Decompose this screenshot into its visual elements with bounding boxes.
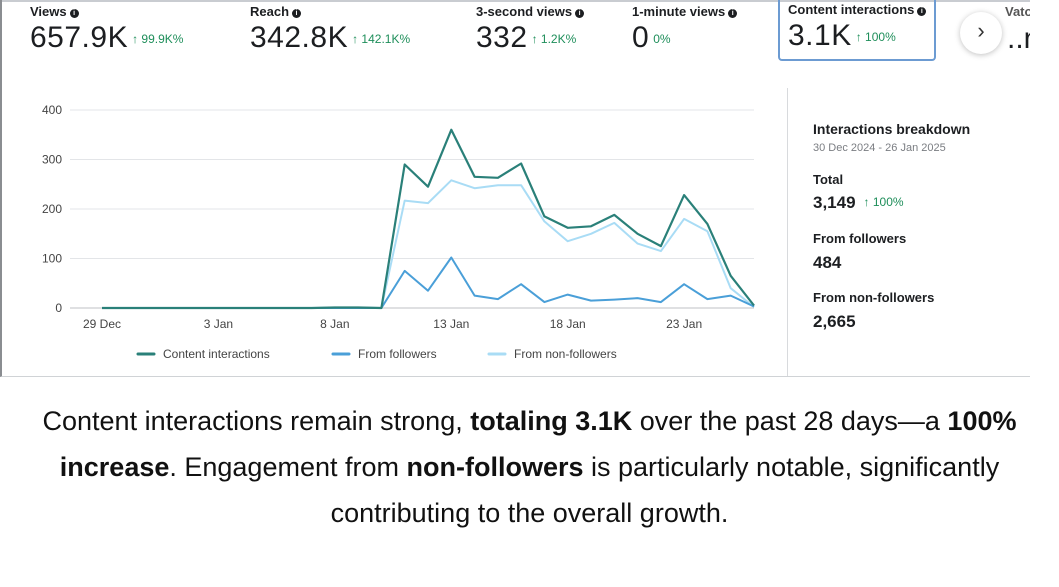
metric-change: 0% (653, 32, 671, 46)
chart-legend: Content interactions From followers From n… (136, 347, 617, 361)
breakdown-total-value: 3,149 (813, 193, 856, 212)
metric-value: 332 (476, 21, 528, 54)
metric-label: 3-second views (476, 4, 573, 19)
breakdown-total: 3,149 ↑ 100% (813, 193, 904, 213)
y-tick-label: 0 (55, 301, 62, 315)
caption-part: Content interactions remain strong, (42, 406, 471, 436)
breakdown-nonfollowers-value: 2,665 (813, 312, 856, 331)
metric-label: Content interactions (788, 2, 915, 17)
caption-bold: totaling 3.1K (470, 406, 633, 436)
metric-label: 1-minute views (632, 4, 726, 19)
x-tick-label: 13 Jan (433, 317, 469, 331)
x-tick-label: 8 Jan (320, 317, 349, 331)
chart-gridlines (70, 109, 754, 309)
interactions-breakdown: Interactions breakdown 30 Dec 2024 - 26 … (787, 88, 1030, 376)
x-tick-label: 3 Jan (204, 317, 233, 331)
metric-views[interactable]: Views i 657.9K ↑ 99.9K% (30, 0, 183, 55)
metric-label: Views (30, 4, 67, 19)
y-tick-label: 400 (42, 103, 62, 117)
caption-bold: non-followers (406, 452, 584, 482)
series-line-content-interactions (102, 128, 755, 310)
x-axis-ticks: 29 Dec 3 Jan 8 Jan 13 Jan 18 Jan 23 Jan (83, 317, 702, 331)
next-metrics-button[interactable]: › (960, 12, 1002, 54)
legend-label: From non-followers (514, 347, 617, 361)
metric-cut-off-label[interactable]: Vato (1005, 4, 1030, 19)
breakdown-nonfollowers-label: From non-followers (813, 290, 935, 305)
metric-change: ↑ 1.2K% (531, 32, 577, 46)
x-tick-label: 23 Jan (666, 317, 702, 331)
legend-label: From followers (358, 347, 437, 361)
breakdown-total-change: ↑ 100% (863, 195, 904, 209)
caption-part: . Engagement from (169, 452, 407, 482)
breakdown-date-range: 30 Dec 2024 - 26 Jan 2025 (813, 142, 946, 154)
caption-bold: 100% increase (59, 406, 1017, 482)
info-icon: i (292, 9, 302, 18)
legend-item[interactable]: From non-followers (487, 347, 617, 361)
legend-item[interactable]: From followers (331, 347, 437, 361)
info-icon: i (575, 9, 585, 18)
caption-text: Content interactions remain strong, tota… (0, 398, 1059, 536)
metric-cut-off-value: ..n (1007, 22, 1030, 55)
series-line-from-followers (102, 256, 755, 309)
info-icon: i (69, 9, 79, 18)
y-axis-ticks: 0 100 200 300 400 (42, 103, 62, 315)
x-tick-label: 18 Jan (550, 317, 586, 331)
metric-value: 657.9K (30, 21, 129, 54)
metric-change: ↑ 142.1K% (352, 32, 411, 46)
metric-3-second-views[interactable]: 3-second views i 332 ↑ 1.2K% (476, 0, 585, 55)
metric-value: 3.1K (788, 19, 852, 52)
y-tick-label: 100 (42, 252, 62, 266)
insights-panel: Views i 657.9K ↑ 99.9K% Reach i 342.8K ↑ 142… (0, 0, 1030, 377)
breakdown-followers-label: From followers (813, 231, 907, 246)
metric-change: ↑ 99.9K% (132, 32, 184, 46)
metric-value: 0 (632, 21, 650, 54)
metric-content-interactions[interactable]: Content interactions i 3.1K ↑ 100% (778, 0, 937, 61)
caption-part: over the past 28 days—a (632, 406, 948, 436)
metric-1-minute-views[interactable]: 1-minute views i 0 0% (632, 0, 738, 55)
interactions-line-chart: 0 100 200 300 400 29 Dec 3 Jan 8 Jan 13 Jan 18 J… (42, 103, 755, 361)
metric-label: Reach (250, 4, 290, 19)
info-icon: i (728, 9, 738, 18)
legend-item[interactable]: Content interactions (136, 347, 270, 361)
metric-reach[interactable]: Reach i 342.8K ↑ 142.1K% (250, 0, 410, 55)
metric-change: ↑ 100% (855, 30, 896, 44)
caption-part: is particularly notable, significantly c… (330, 452, 1000, 528)
breakdown-followers-value: 484 (813, 253, 842, 272)
legend-label: Content interactions (163, 347, 270, 361)
breakdown-title: Interactions breakdown (813, 121, 971, 137)
info-icon: i (917, 7, 927, 16)
chevron-right-icon: › (977, 18, 985, 43)
breakdown-total-label: Total (813, 172, 844, 187)
panel-top-border (2, 0, 1030, 2)
chart-series (102, 128, 755, 310)
y-tick-label: 200 (42, 202, 62, 216)
y-tick-label: 300 (42, 153, 62, 167)
x-tick-label: 29 Dec (83, 317, 121, 331)
metric-value: 342.8K (250, 21, 349, 54)
